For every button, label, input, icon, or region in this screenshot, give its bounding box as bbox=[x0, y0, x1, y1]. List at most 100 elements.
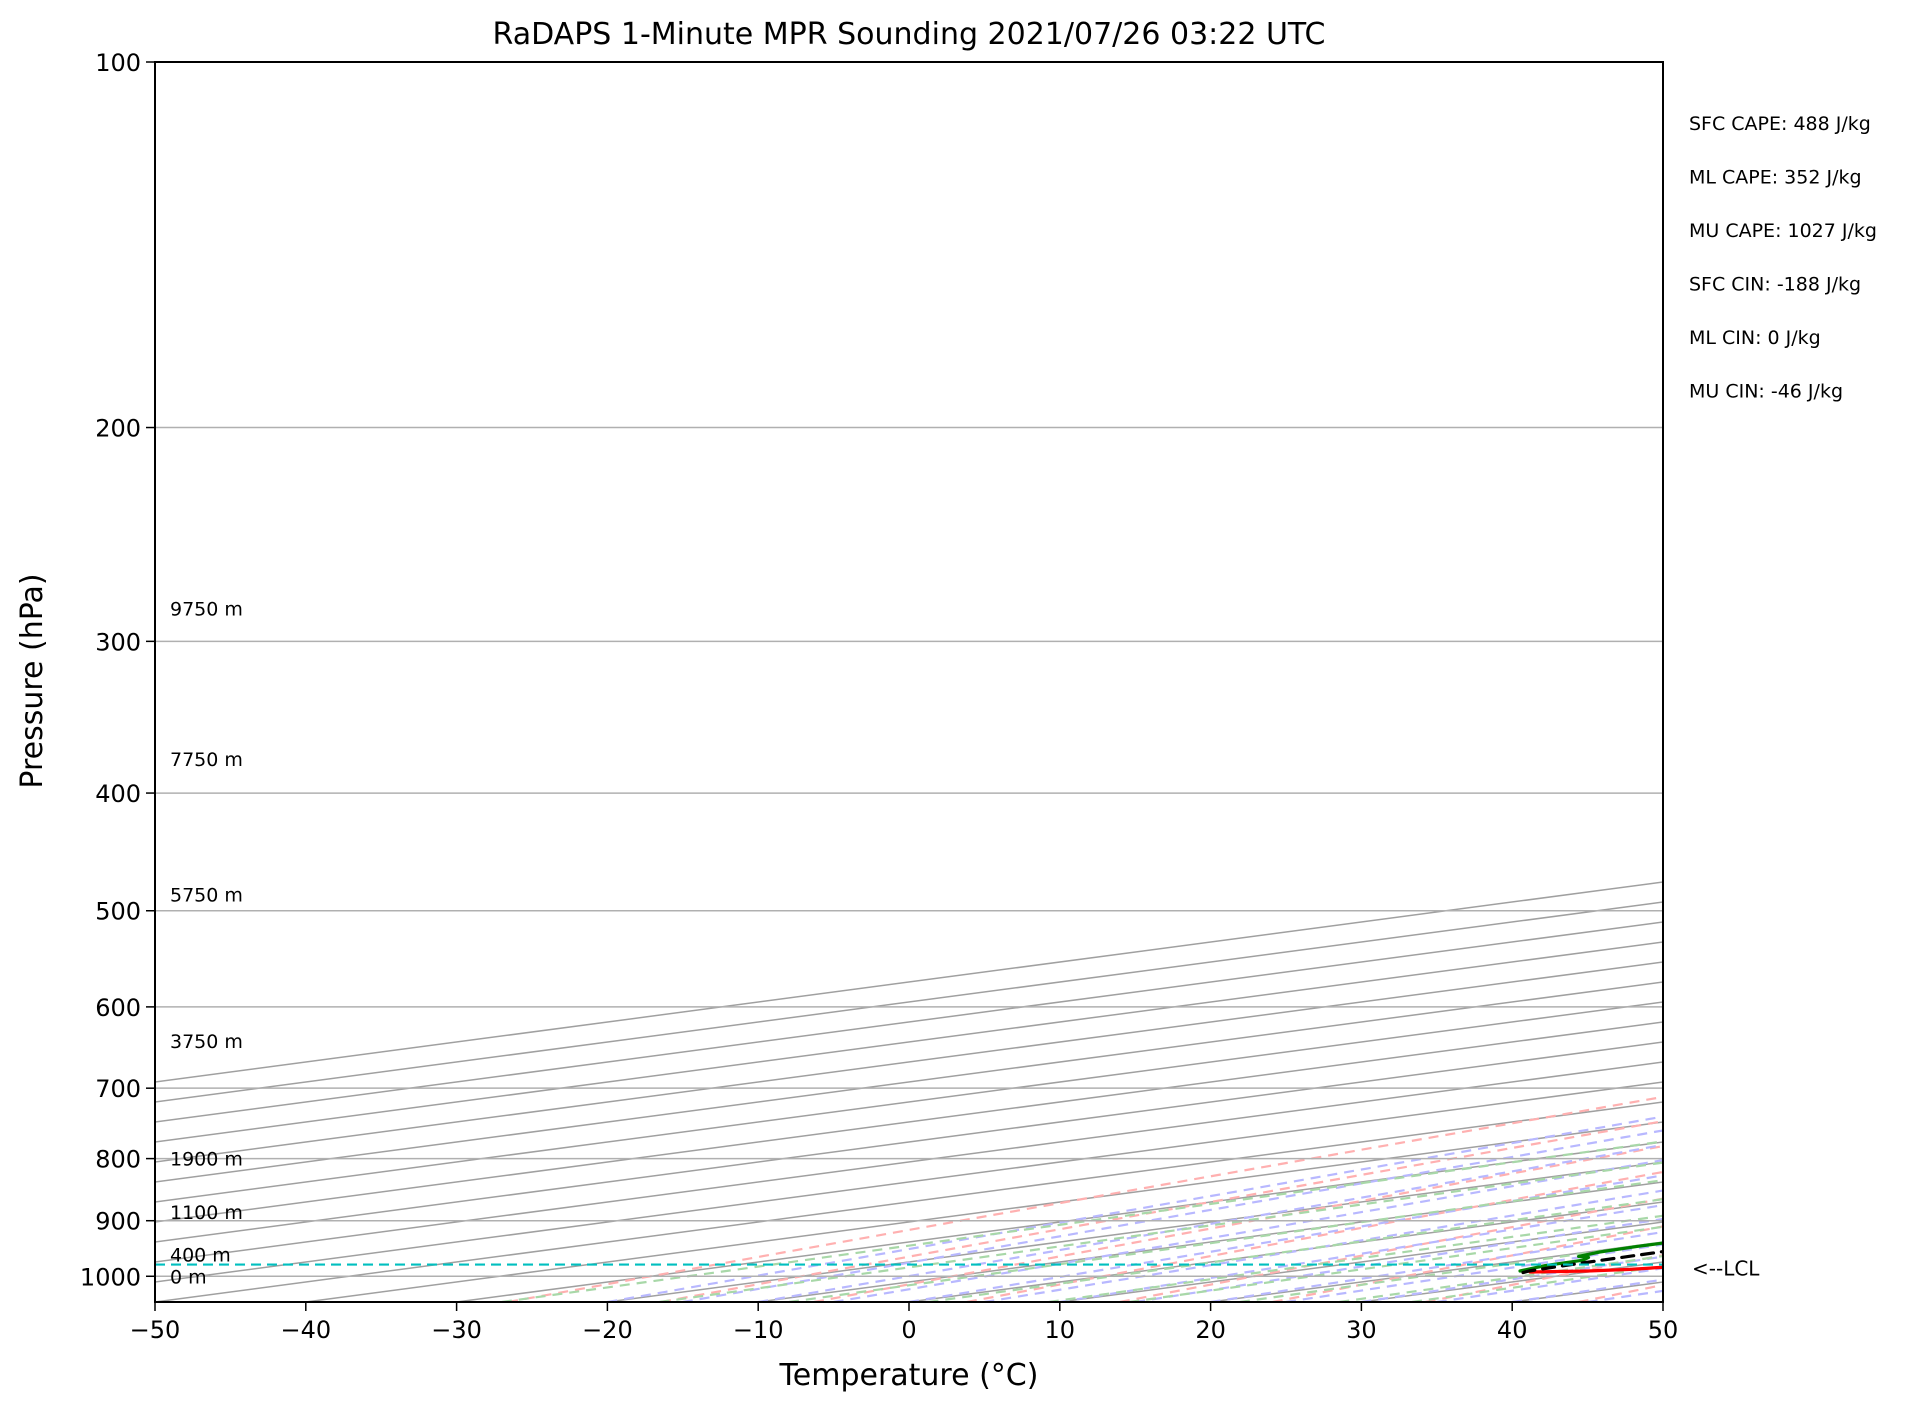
isotherm-line bbox=[1662, 1301, 1663, 1302]
x-tick-label: 10 bbox=[1045, 1316, 1076, 1344]
height-label: 1900 m bbox=[170, 1149, 243, 1171]
x-tick-label: −50 bbox=[130, 1316, 181, 1344]
isotherm-line bbox=[155, 921, 1663, 1123]
x-tick-label: 50 bbox=[1648, 1316, 1679, 1344]
isotherm-line bbox=[155, 1021, 1663, 1223]
dry-adiabat-line bbox=[813, 1145, 1663, 1302]
dry-adiabat-line bbox=[966, 1170, 1663, 1302]
height-label: 400 m bbox=[170, 1245, 231, 1267]
mixing-ratio-line bbox=[1411, 1265, 1663, 1302]
x-axis-label: Temperature (°C) bbox=[779, 1358, 1039, 1393]
moist-adiabat-line bbox=[1059, 1203, 1663, 1302]
isotherm-line bbox=[155, 941, 1663, 1143]
isotherm-line bbox=[1814, 62, 1918, 1302]
y-tick-label: 800 bbox=[95, 1146, 141, 1174]
dry-adiabat-line bbox=[1578, 1283, 1663, 1302]
mixing-ratio-line bbox=[1048, 1214, 1663, 1302]
moist-adiabat-line bbox=[1512, 1278, 1663, 1302]
chart-title: RaDAPS 1-Minute MPR Sounding 2021/07/26 … bbox=[493, 17, 1326, 52]
y-tick-label: 500 bbox=[95, 898, 141, 926]
moist-adiabat-line bbox=[1436, 1267, 1663, 1302]
x-axis: −50 −40 −30 −20 −10 0 10 20 30 40 50 bbox=[130, 1302, 1679, 1344]
height-label: 9750 m bbox=[170, 599, 243, 621]
moist-adiabat-line bbox=[833, 1158, 1663, 1302]
moist-adiabat-line bbox=[1587, 1289, 1663, 1302]
x-tick-label: 0 bbox=[901, 1316, 916, 1344]
moist-adiabat-line bbox=[1285, 1243, 1663, 1302]
height-label: 5750 m bbox=[170, 885, 243, 907]
moist-adiabat-line bbox=[1361, 1255, 1663, 1302]
isotherm-line bbox=[1059, 1221, 1663, 1302]
isotherm-line bbox=[1512, 1281, 1663, 1302]
isotherm-line bbox=[456, 1141, 1663, 1302]
lcl-label: <--LCL bbox=[1692, 1257, 1760, 1281]
isotherm-line bbox=[1210, 1241, 1663, 1302]
isotherm-line bbox=[155, 901, 1663, 1103]
stability-annotation: ML CIN: 0 J/kg bbox=[1689, 327, 1821, 349]
isotherm-line bbox=[1361, 1261, 1663, 1302]
isotherm-line bbox=[155, 1061, 1663, 1263]
moist-adiabat-line bbox=[908, 1174, 1663, 1302]
isotherm-line bbox=[155, 961, 1663, 1163]
height-label: 1100 m bbox=[170, 1202, 243, 1224]
mixing-ratio-line bbox=[659, 1161, 1663, 1302]
x-tick-label: 20 bbox=[1195, 1316, 1226, 1344]
isotherm-line bbox=[155, 981, 1663, 1183]
dry-adiabat-line bbox=[1732, 62, 1918, 1302]
series-parcel-line bbox=[1521, 1249, 1663, 1275]
y-tick-label: 300 bbox=[95, 628, 141, 656]
dry-adiabat-line bbox=[1272, 1225, 1663, 1302]
isotherm-line bbox=[758, 1181, 1663, 1302]
isotherm-line bbox=[155, 1081, 1663, 1283]
y-axis: 100 200 300 400 500 600 700 800 900 1000 bbox=[80, 49, 155, 1291]
height-label: 3750 m bbox=[170, 1031, 243, 1053]
moist-adiabat-line bbox=[607, 1115, 1663, 1302]
height-label: 7750 m bbox=[170, 749, 243, 771]
x-tick-label: −40 bbox=[280, 1316, 331, 1344]
series-temperature-line bbox=[1528, 1265, 1663, 1274]
x-tick-label: −20 bbox=[582, 1316, 633, 1344]
isotherm-line bbox=[155, 1041, 1663, 1243]
plot-frame bbox=[154, 61, 1664, 1303]
dry-adiabat-line bbox=[1425, 1253, 1663, 1302]
moist-adiabat-line bbox=[758, 1143, 1663, 1302]
mixing-ratio-line bbox=[1129, 1225, 1663, 1302]
stability-annotation: ML CAPE: 352 J/kg bbox=[1689, 167, 1862, 189]
stability-annotation: SFC CAPE: 488 J/kg bbox=[1689, 113, 1871, 135]
mixing-ratio-line bbox=[1339, 1254, 1663, 1302]
y-tick-label: 600 bbox=[95, 994, 141, 1022]
dry-adiabat-line bbox=[1884, 62, 1918, 1302]
x-tick-label: 40 bbox=[1497, 1316, 1528, 1344]
y-tick-label: 200 bbox=[95, 415, 141, 443]
stability-annotation: MU CAPE: 1027 J/kg bbox=[1689, 220, 1877, 242]
y-tick-label: 100 bbox=[95, 49, 141, 77]
height-label: 0 m bbox=[170, 1266, 207, 1288]
stability-annotation: MU CIN: -46 J/kg bbox=[1689, 381, 1843, 403]
stability-annotations: SFC CAPE: 488 J/kg ML CAPE: 352 J/kg MU CA… bbox=[1689, 113, 1877, 403]
moist-adiabat-line bbox=[1210, 1230, 1663, 1302]
x-tick-label: −30 bbox=[431, 1316, 482, 1344]
dry-adiabat-line bbox=[660, 1120, 1663, 1302]
x-tick-label: 30 bbox=[1346, 1316, 1377, 1344]
isotherm-line bbox=[155, 1101, 1663, 1302]
x-tick-label: −10 bbox=[733, 1316, 784, 1344]
isotherm-line bbox=[305, 1121, 1663, 1302]
pressure-gridlines bbox=[155, 62, 1663, 1278]
dry-adiabat-line bbox=[1119, 1197, 1663, 1302]
moist-adiabat-line bbox=[984, 1189, 1663, 1302]
moist-adiabat-line bbox=[682, 1129, 1663, 1302]
y-tick-label: 700 bbox=[95, 1075, 141, 1103]
isotherm-line bbox=[908, 1201, 1663, 1302]
mixing-ratio-line bbox=[1239, 1241, 1663, 1302]
y-tick-label: 1000 bbox=[80, 1263, 141, 1291]
isotherm-line bbox=[155, 1001, 1663, 1203]
moist-adiabat-line bbox=[1662, 1300, 1663, 1302]
y-axis-label: Pressure (hPa) bbox=[15, 573, 50, 788]
background-reference-lines bbox=[155, 62, 1918, 1302]
dry-adiabat-line bbox=[507, 1095, 1663, 1302]
y-tick-label: 900 bbox=[95, 1208, 141, 1236]
y-tick-label: 400 bbox=[95, 780, 141, 808]
stability-annotation: SFC CIN: -188 J/kg bbox=[1689, 274, 1861, 296]
